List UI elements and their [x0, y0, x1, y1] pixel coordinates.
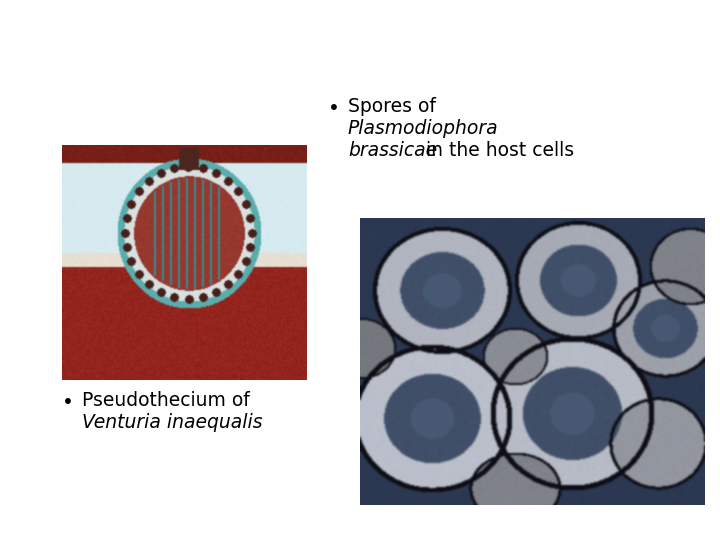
Text: •: •: [62, 393, 74, 411]
Text: Pseudothecium of: Pseudothecium of: [82, 391, 250, 410]
Text: •: •: [328, 98, 340, 118]
Text: in the host cells: in the host cells: [420, 141, 574, 160]
Text: Spores of: Spores of: [348, 97, 436, 116]
Text: Venturia inaequalis: Venturia inaequalis: [82, 413, 263, 432]
Text: brassicae: brassicae: [348, 141, 437, 160]
Text: Plasmodiophora: Plasmodiophora: [348, 119, 499, 138]
